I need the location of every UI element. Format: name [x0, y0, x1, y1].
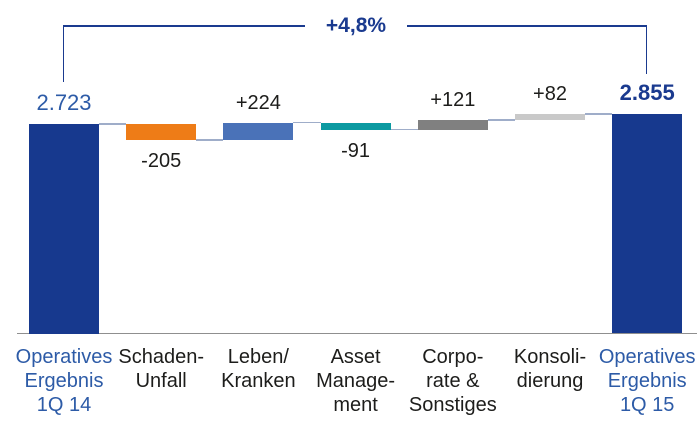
connector-line [487, 119, 515, 121]
connector-line [585, 113, 613, 115]
waterfall-bar-asset-management [320, 122, 391, 130]
waterfall-bar-corporate-sonstiges [417, 120, 488, 130]
bracket-left-tick [62, 25, 64, 82]
connector-line [390, 128, 418, 131]
axis-label-line: Corpo- [422, 346, 484, 368]
value-label-operatives-ergebnis-1q14: 2.723 [36, 90, 92, 115]
axis-label-line: Ergebnis [607, 370, 687, 392]
waterfall-bar-operatives-ergebnis-1q15 [612, 113, 683, 334]
value-label-corporate-sonstiges: +121 [430, 89, 476, 112]
waterfall-bar-operatives-ergebnis-1q14 [29, 124, 99, 334]
axis-label-line: 1Q 15 [619, 394, 675, 416]
waterfall-bar-leben-kranken [223, 122, 294, 140]
value-label-asset-management: -91 [341, 139, 371, 162]
value-label-leben-kranken: +224 [235, 91, 281, 114]
axis-label-line: dierung [516, 370, 584, 392]
value-label-schaden-unfall: -205 [141, 149, 182, 172]
bracket-right-tick [645, 25, 648, 74]
axis-label-line: Ergebnis [24, 370, 104, 392]
axis-label-operatives-ergebnis-1q14: Operatives Ergebnis 1Q 14 [4, 345, 124, 417]
axis-label-line: Leben/ [227, 346, 289, 368]
axis-label-schaden-unfall: Schaden- Unfall [101, 345, 221, 393]
value-label-konsolidierung: +82 [533, 82, 567, 105]
axis-label-operatives-ergebnis-1q15: Operatives Ergebnis 1Q 15 [587, 345, 700, 417]
axis-label-line: Unfall [135, 370, 187, 392]
connector-line [196, 139, 224, 141]
axis-label-asset-management: Asset Manage-ment [296, 345, 416, 417]
axis-label-line: Asset [330, 346, 381, 368]
axis-label-line: ment [333, 394, 378, 416]
axis-label-line: Operatives [598, 346, 696, 368]
axis-label-line: Kranken [221, 370, 296, 392]
axis-label-line: Manage- [316, 370, 396, 392]
axis-label-line: Konsoli- [513, 346, 587, 368]
axis-label-leben-kranken: Leben/Kranken [198, 345, 318, 393]
axis-label-line: 1Q 14 [36, 394, 92, 416]
x-axis-line [17, 332, 697, 335]
axis-label-line: rate & [426, 370, 480, 392]
connector-line [293, 121, 321, 124]
value-label-operatives-ergebnis-1q15: 2.855 [619, 79, 675, 105]
axis-label-corporate-sonstiges: Corpo-rate & Sonstiges [393, 345, 513, 417]
percent-change-label: +4,8% [305, 14, 407, 38]
axis-label-line: Operatives [15, 346, 113, 368]
connector-line [99, 123, 127, 125]
axis-label-konsolidierung: Konsoli-dierung [490, 345, 610, 393]
waterfall-bar-schaden-unfall [126, 124, 197, 140]
waterfall-bar-konsolidierung [515, 113, 585, 121]
axis-label-line: Schaden- [118, 346, 204, 368]
axis-label-line: Sonstiges [408, 394, 497, 416]
